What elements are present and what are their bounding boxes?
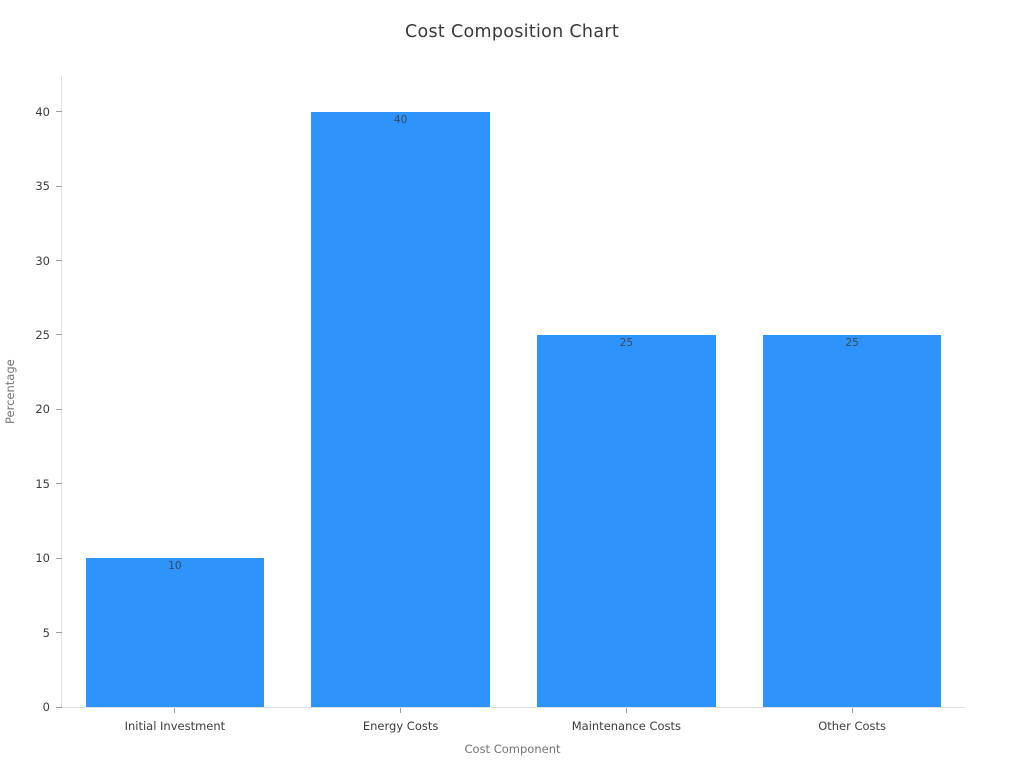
x-axis-title: Cost Component	[464, 742, 561, 756]
bar-value-label: 40	[393, 113, 408, 126]
y-tick-label: 25	[35, 327, 50, 342]
y-tick-label: 5	[42, 625, 50, 640]
bar-energy-costs: 40	[311, 111, 490, 707]
bar-value-label: 25	[619, 336, 634, 349]
x-tick-mark	[851, 708, 853, 713]
x-tick-mark	[400, 708, 402, 713]
bar-value-label: 10	[168, 560, 182, 573]
y-tick-mark	[56, 706, 62, 708]
y-tick-label: 20	[35, 402, 50, 417]
bar-maintenance-costs: 25	[537, 334, 716, 707]
y-axis-title: Percentage	[3, 359, 17, 424]
y-tick-mark	[56, 334, 62, 336]
y-tick-mark	[56, 483, 62, 485]
bar-value-label: 25	[845, 336, 859, 349]
y-tick-mark	[56, 185, 62, 187]
y-tick-label: 40	[35, 104, 50, 119]
y-tick-label: 0	[42, 700, 50, 714]
chart-title: Cost Composition Chart	[404, 22, 619, 42]
x-tick-mark	[174, 708, 176, 713]
bar-initial-investment: 10	[85, 558, 265, 707]
bar-other-costs: 25	[762, 334, 942, 707]
y-tick-label: 35	[35, 179, 50, 194]
x-tick-mark	[625, 708, 627, 713]
y-tick-label: 15	[35, 476, 50, 491]
x-category-label: Energy Costs	[362, 719, 439, 733]
y-tick-mark	[56, 111, 62, 113]
y-tick-mark	[56, 557, 62, 559]
y-tick-mark	[56, 408, 62, 410]
x-category-label: Maintenance Costs	[571, 719, 682, 733]
y-tick-mark	[56, 260, 62, 262]
y-tick-mark	[56, 632, 62, 634]
y-tick-label: 30	[35, 253, 50, 268]
y-tick-label: 10	[35, 551, 50, 566]
x-category-label: Initial Investment	[124, 719, 226, 733]
x-category-label: Other Costs	[818, 719, 887, 733]
plot-area: 0 5 10 15 20 25 30 35 40 10 Initial Investment 40 En…	[35, 76, 965, 733]
